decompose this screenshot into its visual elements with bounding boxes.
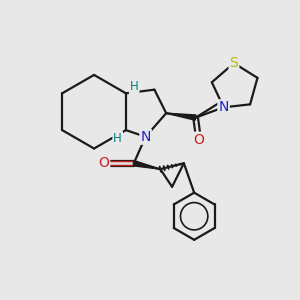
Polygon shape [133, 161, 160, 169]
Text: N: N [218, 100, 229, 114]
Text: S: S [230, 56, 238, 70]
Text: N: N [140, 130, 151, 144]
Text: O: O [98, 156, 109, 170]
Text: H: H [130, 80, 139, 93]
Text: O: O [193, 133, 204, 147]
Text: H: H [113, 132, 122, 145]
Polygon shape [166, 113, 196, 120]
